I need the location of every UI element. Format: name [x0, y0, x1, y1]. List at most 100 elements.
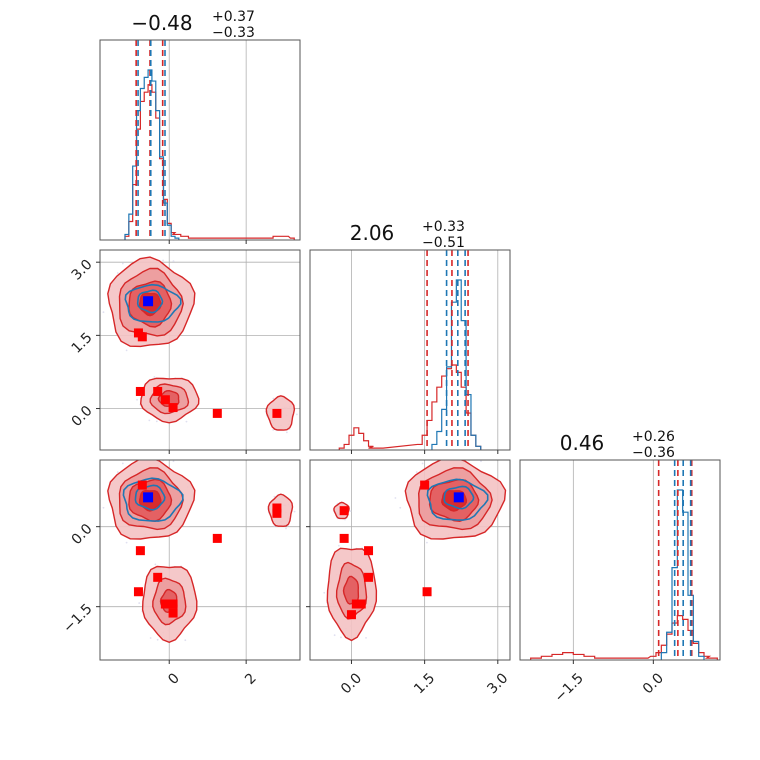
- sample-dot: [102, 311, 105, 314]
- sample-dot: [365, 636, 367, 639]
- histogram-panel: [519, 459, 721, 664]
- sample-dot: [185, 420, 188, 423]
- marker-secondary: [364, 572, 374, 582]
- x-tick-label: 0.0: [640, 670, 667, 697]
- sample-dot: [102, 506, 105, 509]
- marker-primary: [143, 296, 154, 307]
- x-tick-label: 1.5: [411, 670, 438, 697]
- panel-title-plus: +0.33: [422, 219, 465, 235]
- marker-secondary: [135, 546, 145, 556]
- density-contour-primary: [122, 477, 184, 522]
- sample-dot: [136, 398, 138, 401]
- sample-dot: [285, 431, 288, 434]
- histogram-secondary: [124, 84, 295, 240]
- marker-secondary: [212, 533, 222, 543]
- marker-secondary: [137, 480, 147, 490]
- panel-frame: [309, 249, 511, 451]
- panel-frame: [99, 249, 301, 451]
- sample-dot: [172, 460, 175, 463]
- scatter-contour-panel: [96, 459, 301, 664]
- panel-frame: [519, 459, 721, 661]
- marker-secondary: [422, 587, 432, 597]
- panel-background: [310, 250, 510, 450]
- sample-dot: [415, 471, 418, 473]
- sample-dot: [272, 428, 275, 431]
- marker-secondary: [168, 608, 178, 618]
- panel-content: [100, 256, 298, 434]
- marker-primary: [453, 492, 464, 503]
- sample-dot: [333, 634, 336, 637]
- marker-secondary: [160, 599, 170, 609]
- sample-dot: [480, 460, 482, 463]
- histogram-primary: [124, 69, 180, 240]
- panel-content: [323, 460, 507, 642]
- marker-secondary: [351, 599, 361, 609]
- panel-title-minus: −0.51: [422, 235, 465, 251]
- sample-dot: [273, 495, 276, 498]
- sample-dot: [153, 376, 156, 378]
- sample-dot: [154, 563, 157, 566]
- y-tick-label: 3.0: [69, 257, 96, 284]
- marker-secondary: [339, 533, 349, 543]
- panel-title-plus: +0.26: [632, 429, 675, 445]
- x-tick-label: −1.5: [552, 670, 587, 705]
- y-tick-label: 0.0: [69, 521, 96, 548]
- marker-secondary: [133, 587, 143, 597]
- panel-content: [100, 460, 296, 644]
- marker-secondary: [168, 403, 178, 413]
- marker-secondary: [212, 408, 222, 418]
- sample-dot: [148, 419, 151, 422]
- sample-dot: [138, 602, 141, 604]
- y-tick-label: 1.5: [69, 330, 96, 357]
- panel-background: [520, 460, 720, 660]
- x-tick-label: 0.0: [338, 670, 365, 697]
- panel-title-median: −0.48: [131, 11, 192, 35]
- marker-secondary: [137, 332, 147, 342]
- sample-dot: [155, 420, 158, 423]
- sample-dot: [121, 262, 124, 265]
- sample-dot: [162, 259, 164, 262]
- sample-dot: [285, 527, 287, 530]
- marker-secondary: [153, 572, 163, 582]
- density-contour-primary: [426, 478, 489, 521]
- panel-frame: [309, 459, 511, 661]
- sample-dot: [121, 462, 124, 465]
- sample-dot: [344, 518, 346, 521]
- sample-dot: [340, 636, 342, 639]
- sample-dot: [149, 637, 152, 639]
- sample-dot: [273, 525, 276, 527]
- histogram-primary: [431, 279, 482, 450]
- x-tick-label: 3.0: [484, 670, 511, 697]
- sample-dot: [394, 497, 397, 499]
- panel-title-plus: +0.37: [212, 9, 255, 25]
- panel-frame: [99, 459, 301, 661]
- marker-secondary: [272, 408, 282, 418]
- sample-dot: [323, 591, 326, 594]
- sample-dot: [156, 638, 159, 641]
- y-tick-label: −1.5: [60, 601, 95, 636]
- marker-secondary: [339, 506, 349, 516]
- sample-dot: [116, 471, 119, 473]
- scatter-contour-panel: [96, 249, 301, 454]
- marker-secondary: [356, 599, 366, 609]
- marker-primary: [143, 492, 154, 503]
- density-contour-primary: [136, 289, 164, 314]
- sample-dot: [426, 541, 428, 544]
- x-tick-label: 0: [165, 670, 183, 688]
- marker-secondary: [364, 546, 374, 556]
- y-tick-label: 0.0: [69, 403, 96, 430]
- panel-frame: [99, 39, 301, 241]
- marker-secondary: [153, 386, 163, 396]
- marker-secondary: [272, 508, 282, 518]
- density-contour-primary: [124, 283, 182, 323]
- sample-dot: [172, 260, 175, 263]
- sample-dot: [399, 506, 402, 509]
- sample-dot: [349, 510, 352, 513]
- sample-dot: [125, 541, 128, 544]
- marker-secondary: [168, 599, 178, 609]
- panel-title-minus: −0.36: [632, 445, 675, 461]
- marker-secondary: [160, 395, 170, 405]
- histogram-secondary: [338, 364, 482, 450]
- sample-dot: [184, 639, 187, 642]
